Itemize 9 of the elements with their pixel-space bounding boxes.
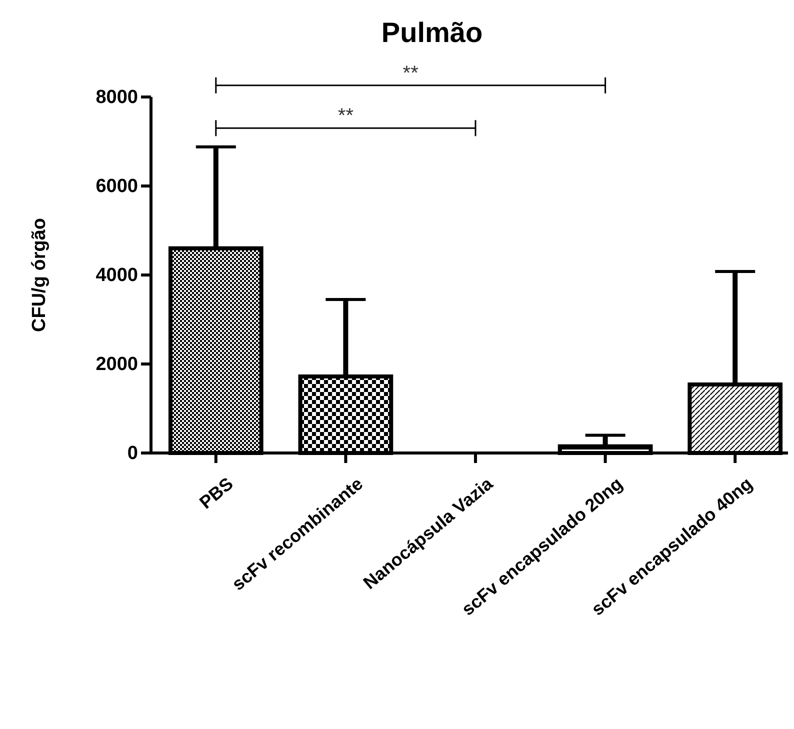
y-tick-label: 2000 [96, 354, 138, 376]
annotation: ** [338, 105, 354, 128]
y-tick-label: 6000 [96, 176, 138, 198]
chart-title: Pulmão [381, 17, 483, 48]
y-axis-title: CFU/g órgão [29, 218, 50, 332]
text: ** [402, 62, 419, 84]
y-tick-label: 4000 [96, 265, 138, 286]
y-tick-label: 8000 [96, 87, 138, 108]
y-tick-label: 0 [127, 443, 138, 464]
